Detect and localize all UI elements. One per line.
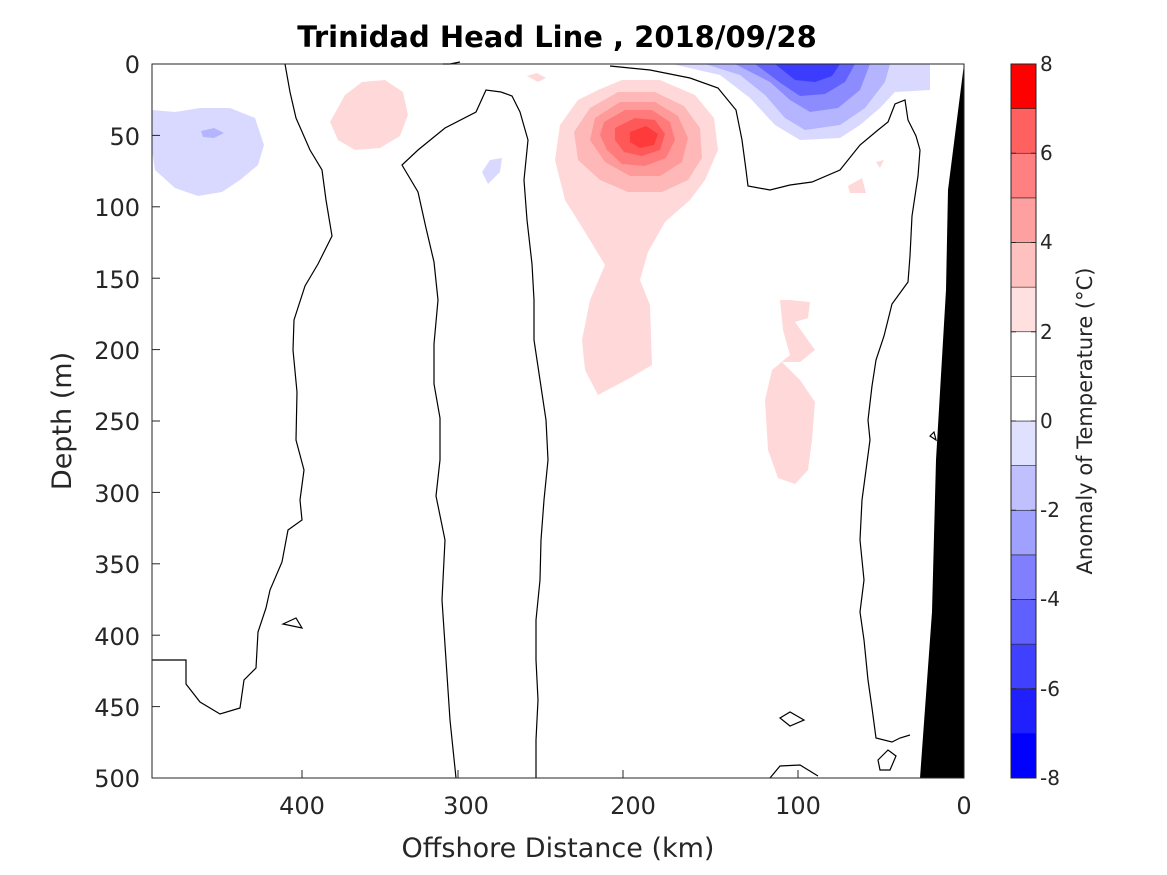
zero-contour-7 (778, 711, 806, 727)
zero-contour-5 (609, 65, 921, 743)
zero-contours (152, 61, 937, 779)
plot-background (152, 64, 964, 778)
colorbar-cell (1010, 599, 1037, 645)
anomaly-fields (152, 64, 930, 484)
x-tick-label: 300 (443, 792, 489, 820)
warm-anomaly-level-6 (630, 126, 658, 148)
colorbar-tick-label: -6 (1040, 677, 1060, 701)
y-tick-label: 100 (94, 194, 140, 222)
plot-area (151, 61, 965, 779)
x-axis: 400 300 200 100 0 Offshore Distance (km) (279, 770, 972, 864)
y-tick-label: 400 (94, 623, 140, 651)
chart-title: Trinidad Head Line , 2018/09/28 (297, 20, 817, 54)
x-tick-label: 100 (775, 792, 821, 820)
colorbar-cell (1010, 152, 1037, 199)
cold-anomaly-west-core (201, 128, 224, 138)
colorbar-cell (1010, 733, 1037, 779)
zero-contour-10 (929, 430, 937, 442)
colorbar-cell (1010, 286, 1037, 333)
zero-contour-1 (152, 63, 333, 715)
x-tick-label: 400 (279, 792, 325, 820)
colorbar-cell (1010, 63, 1037, 109)
zero-contour-4 (500, 91, 549, 778)
y-tick-label: 300 (94, 480, 140, 508)
colorbar-cell (1010, 509, 1037, 556)
colorbar-cell (1010, 376, 1037, 422)
colorbar-cell (1010, 688, 1037, 734)
x-tick-label: 0 (956, 792, 971, 820)
colorbar-tick-label: 6 (1040, 141, 1053, 165)
colorbar-tick-label: 4 (1040, 230, 1053, 254)
colorbar: 8 6 4 2 0 -2 -4 -6 -8 Anomaly of Tempera… (1010, 52, 1097, 790)
y-tick-label: 150 (94, 266, 140, 294)
colorbar-tick-label: 0 (1040, 409, 1053, 433)
y-tick-label: 450 (94, 694, 140, 722)
cold-anomaly-level-5 (775, 64, 840, 82)
zero-contour-6 (281, 617, 304, 629)
colorbar-tick-label: -8 (1040, 766, 1060, 790)
y-tick-label: 350 (94, 551, 140, 579)
zero-contour-9 (877, 749, 897, 771)
warm-anomaly-east-speck (848, 178, 866, 193)
bathymetry-seafloor (920, 64, 964, 778)
colorbar-tick-label: 2 (1040, 320, 1053, 344)
zero-contour-8 (769, 764, 819, 779)
y-axis: 0 50 100 150 200 250 300 350 400 450 500… (47, 51, 160, 793)
colorbar-label: Anomaly of Temperature (°C) (1073, 268, 1097, 575)
cold-anomaly-west (152, 108, 264, 196)
colorbar-cell (1010, 554, 1037, 600)
y-axis-label: Depth (m) (47, 352, 78, 490)
colorbar-cell (1010, 197, 1037, 243)
colorbar-cell (1010, 108, 1037, 154)
warm-anomaly-surface-speck (527, 73, 546, 82)
y-tick-label: 500 (94, 765, 140, 793)
x-axis-label: Offshore Distance (km) (402, 833, 715, 864)
colorbar-cell (1010, 420, 1037, 466)
colorbar-cell (1010, 331, 1037, 377)
y-tick-label: 0 (125, 51, 140, 79)
colorbar-tick-label: -4 (1040, 587, 1060, 611)
cold-anomaly-mid (482, 158, 502, 184)
zero-contour-3 (401, 89, 502, 779)
warm-anomaly-east-speck-2 (876, 160, 884, 168)
colorbar-cell (1010, 242, 1037, 288)
colorbar-tick-label: 8 (1040, 52, 1053, 76)
colorbar-cell (1010, 643, 1037, 690)
y-tick-label: 50 (109, 123, 140, 151)
warm-anomaly-near-355km (330, 80, 408, 150)
colorbar-cell (1010, 465, 1037, 511)
colorbar-tick-label: -2 (1040, 498, 1060, 522)
x-tick-label: 200 (610, 792, 656, 820)
warm-anomaly-deep (765, 300, 815, 484)
y-tick-label: 250 (94, 408, 140, 436)
y-tick-label: 200 (94, 337, 140, 365)
